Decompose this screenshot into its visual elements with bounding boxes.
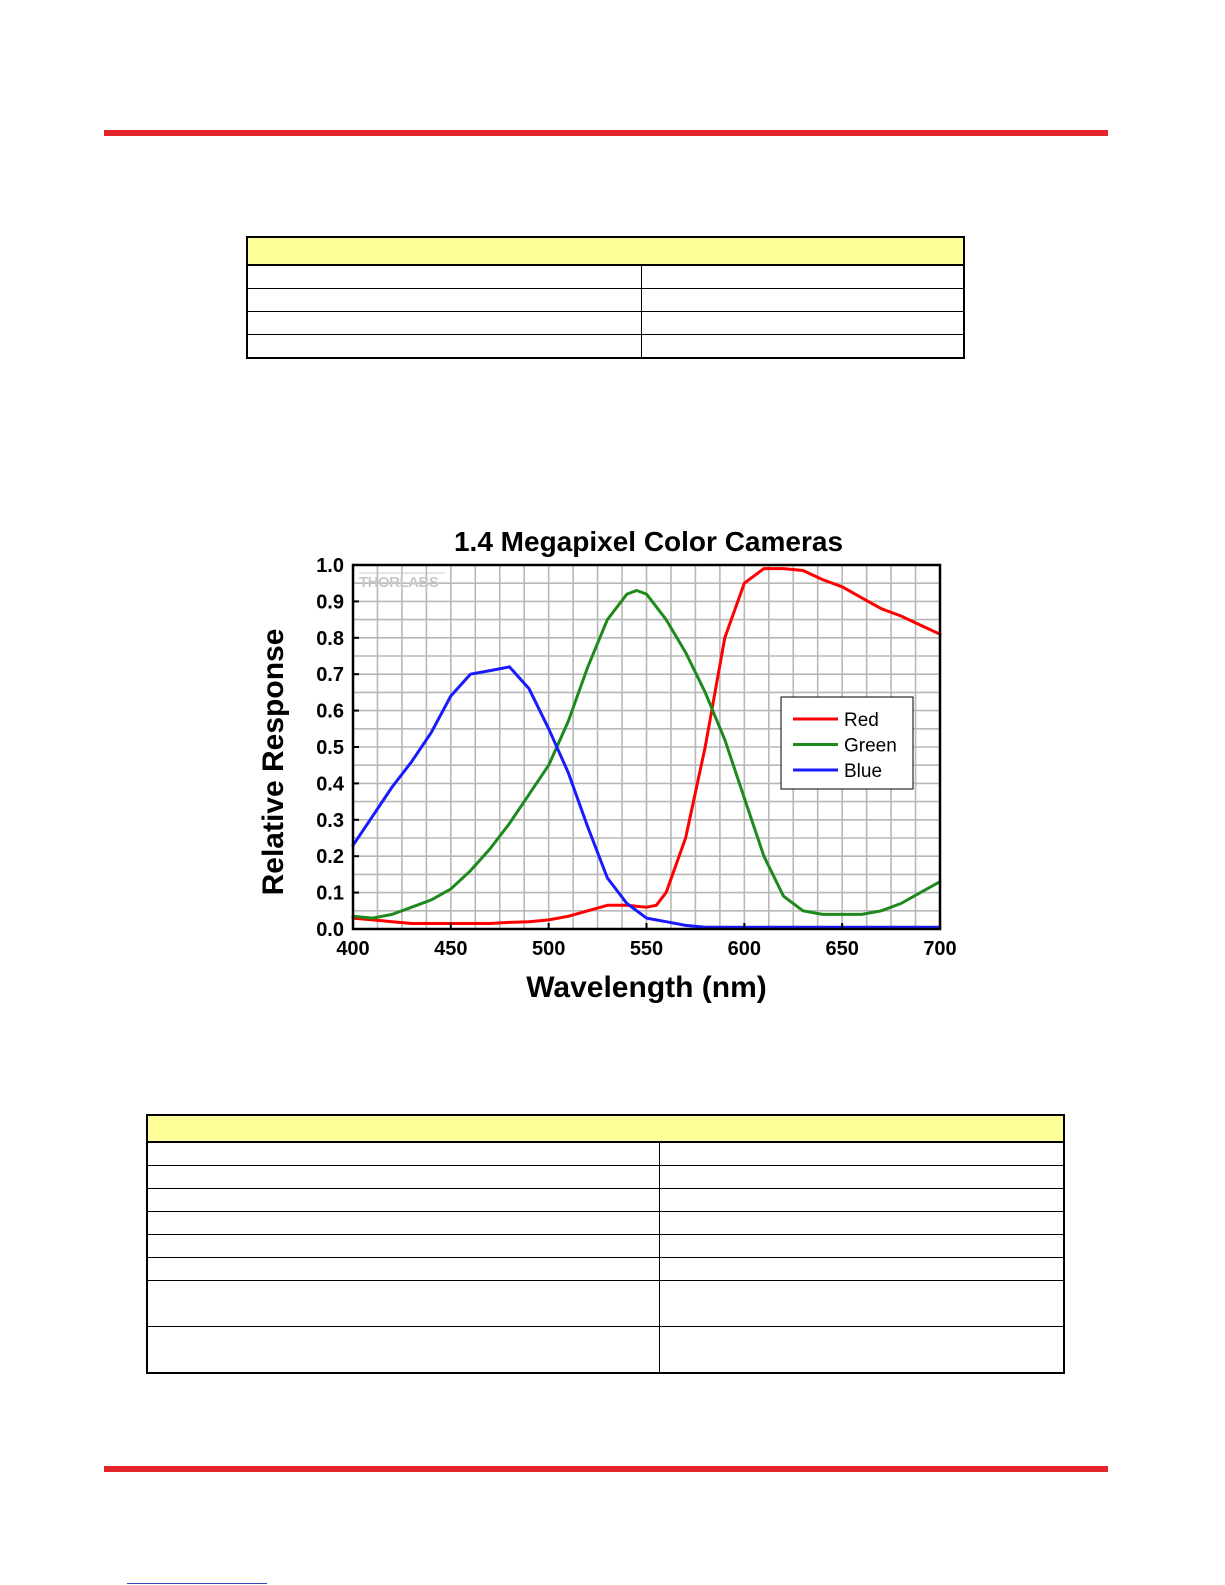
table-cell — [641, 264, 965, 289]
legend-label: Blue — [844, 761, 882, 782]
table-cell — [146, 1234, 660, 1258]
table-cell — [659, 1257, 1065, 1281]
watermark-logo: THORLABS — [359, 574, 439, 591]
x-tick-label: 550 — [630, 938, 663, 960]
x-tick-label: 450 — [434, 938, 467, 960]
spectral-response-chart: THORLABS 400 450 500 550 600 650 700 0.0 0.1 0.2 0.… — [250, 515, 970, 1015]
spec-table-1 — [246, 236, 965, 359]
table-row — [146, 1165, 1065, 1189]
table-cell — [146, 1188, 660, 1212]
x-tick-label: 700 — [923, 938, 956, 960]
table-cell — [659, 1188, 1065, 1212]
table-cell — [641, 311, 965, 335]
chart-title: 1.4 Megapixel Color Cameras — [454, 526, 843, 557]
spec-table-2 — [146, 1114, 1065, 1374]
legend-label: Red — [844, 710, 879, 731]
series-line-red — [351, 567, 942, 925]
table-header — [246, 236, 965, 266]
table-cell — [641, 334, 965, 359]
table-header-row — [146, 1114, 1065, 1143]
table-cell — [146, 1280, 660, 1327]
y-tick-label: 0.7 — [316, 664, 344, 686]
table-cell — [659, 1326, 1065, 1374]
table-cell — [146, 1211, 660, 1235]
header-rule — [104, 130, 1108, 136]
table-cell — [246, 334, 642, 359]
table-row — [246, 288, 965, 312]
table-cell — [659, 1141, 1065, 1166]
table-row — [146, 1141, 1065, 1166]
y-tick-label: 0.6 — [316, 701, 344, 723]
table-row — [146, 1280, 1065, 1327]
x-tick-label: 400 — [336, 938, 369, 960]
table-cell — [659, 1211, 1065, 1235]
table-row — [146, 1234, 1065, 1258]
table-cell — [146, 1165, 660, 1189]
x-axis-label: Wavelength (nm) — [526, 971, 767, 1004]
table-row — [146, 1326, 1065, 1374]
table-cell — [641, 288, 965, 312]
table-row — [246, 311, 965, 335]
table-row — [146, 1257, 1065, 1281]
table-cell — [146, 1141, 660, 1166]
table-cell — [659, 1234, 1065, 1258]
chart-svg: THORLABS 400 450 500 550 600 650 700 0.0 0.1 0.2 0.… — [257, 526, 957, 1004]
legend-label: Green — [844, 736, 897, 757]
table-cell — [146, 1257, 660, 1281]
table-cell — [146, 1326, 660, 1374]
table-row — [246, 264, 965, 289]
y-tick-label: 0.2 — [316, 846, 344, 868]
table-cell — [246, 288, 642, 312]
y-tick-label: 1.0 — [316, 555, 344, 577]
x-tick-label: 600 — [728, 938, 761, 960]
table-cell — [246, 264, 642, 289]
table-row — [146, 1188, 1065, 1212]
y-tick-label: 0.3 — [316, 810, 344, 832]
table-cell — [659, 1280, 1065, 1327]
y-tick-label: 0.1 — [316, 883, 344, 905]
y-axis-label: Relative Response — [257, 629, 290, 896]
y-tick-label: 0.8 — [316, 628, 344, 650]
table-row — [146, 1211, 1065, 1235]
y-tick-label: 0.0 — [316, 919, 344, 941]
y-tick-label: 0.9 — [316, 591, 344, 613]
series-line-blue — [351, 665, 942, 929]
table-cell — [246, 311, 642, 335]
table-cell — [659, 1165, 1065, 1189]
x-tick-label: 650 — [825, 938, 858, 960]
footer-link-underline — [127, 1583, 267, 1584]
table-header-row — [246, 236, 965, 266]
y-tick-label: 0.4 — [316, 773, 345, 795]
x-tick-label: 500 — [532, 938, 565, 960]
chart-canvas: THORLABS 400 450 500 550 600 650 700 0.0 0.1 0.2 0.… — [250, 515, 970, 1015]
table-header — [146, 1114, 1065, 1143]
y-tick-label: 0.5 — [316, 737, 344, 759]
series-line-green — [351, 589, 942, 920]
table-row — [246, 334, 965, 359]
footer-rule — [104, 1466, 1108, 1472]
